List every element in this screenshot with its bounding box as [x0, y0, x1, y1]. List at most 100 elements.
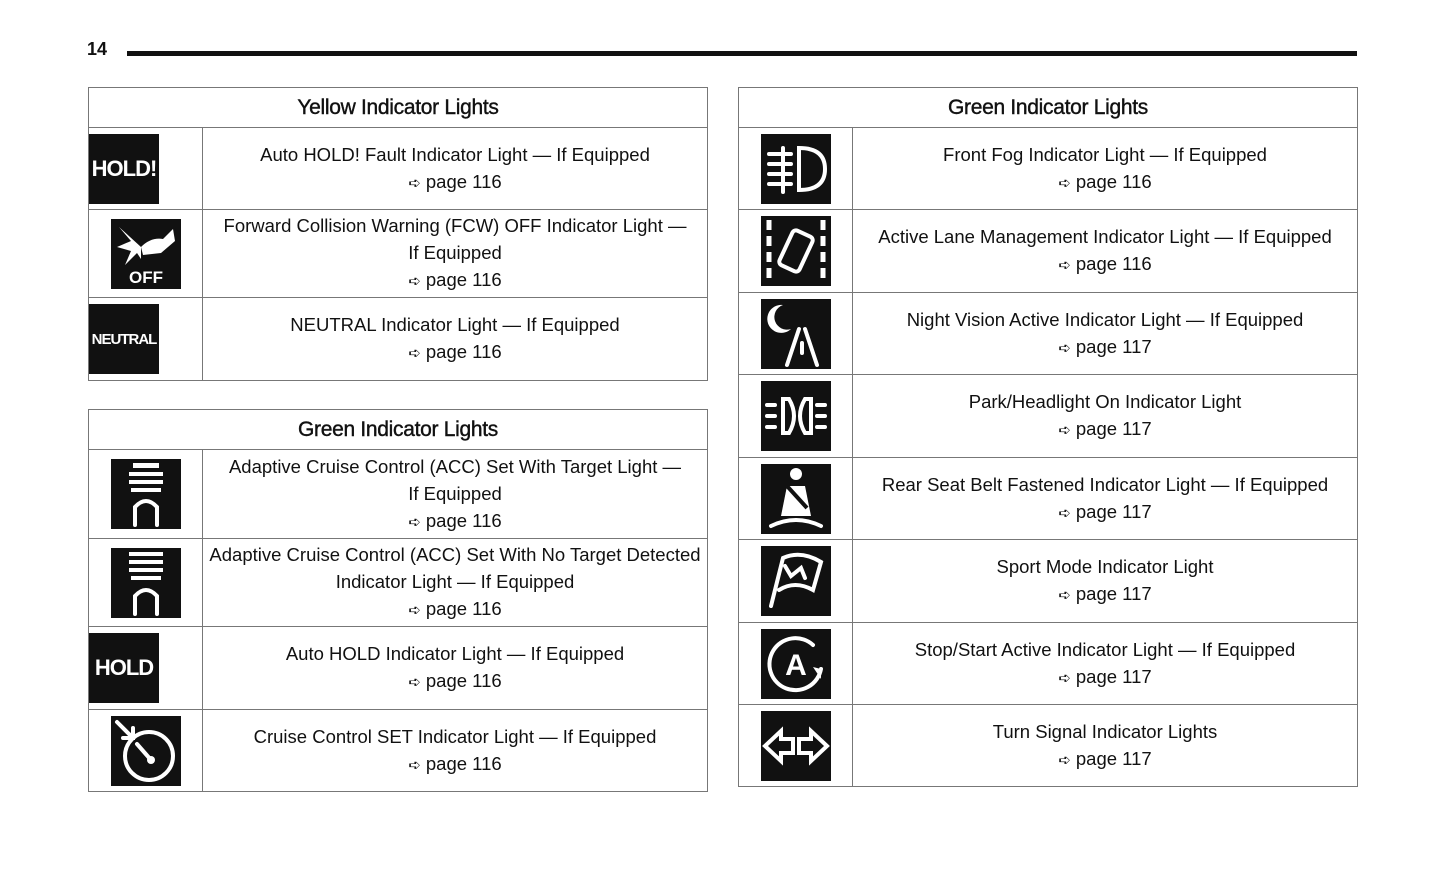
table-row: HOLD Auto HOLD Indicator Light — If Equip… — [88, 626, 708, 710]
table-row: Night Vision Active Indicator Light — If… — [738, 292, 1358, 375]
table-row: NEUTRAL NEUTRAL Indicator Light — If Equi… — [88, 297, 708, 381]
header-rule — [127, 51, 1357, 56]
description-line: Night Vision Active Indicator Light — If… — [906, 308, 1304, 330]
description-line: Adaptive Cruise Control (ACC) Set With N… — [209, 544, 701, 565]
page-reference-link[interactable]: ➪ page 116 — [209, 750, 701, 779]
page-reference-link[interactable]: ➪ page 116 — [209, 507, 701, 536]
description-line: Turn Signal Indicator Lights — [992, 720, 1218, 742]
page-reference-link[interactable]: ➪ page 117 — [859, 663, 1351, 692]
cruise-set-icon — [110, 715, 181, 786]
description-line: NEUTRAL Indicator Light — If Equipped — [290, 314, 620, 335]
page-reference-link[interactable]: ➪ page 116 — [209, 338, 701, 367]
page-reference-label: page 117 — [1075, 335, 1152, 357]
neutral-icon: NEUTRAL — [89, 304, 159, 374]
description-line: Cruise Control SET Indicator Light — If … — [253, 725, 657, 747]
table-row: Adaptive Cruise Control (ACC) Set With T… — [88, 449, 708, 539]
page-reference-label: page 116 — [1075, 170, 1152, 192]
acc-no-target-icon — [110, 547, 181, 618]
page-reference-link[interactable]: ➪ page 116 — [209, 168, 701, 197]
table-row: Adaptive Cruise Control (ACC) Set With N… — [88, 538, 708, 627]
arrow-right-icon: ➪ — [408, 174, 421, 192]
green-indicator-table-right: Green Indicator Lights Front Fog Indicato… — [738, 87, 1358, 787]
fcw-off-icon: OFF — [110, 218, 181, 289]
page-reference-label: page 116 — [425, 752, 502, 774]
table-row: HOLD! Auto HOLD! Fault Indicator Light — … — [88, 127, 708, 210]
yellow-indicator-table: Yellow Indicator Lights HOLD! Auto HOLD! F… — [88, 87, 708, 381]
table-row: A Stop/Start Active Indicator Light — If … — [738, 622, 1358, 705]
description-line: Adaptive Cruise Control (ACC) Set With T… — [228, 455, 682, 477]
arrow-right-icon: ➪ — [408, 513, 421, 531]
page-reference-label: page 116 — [425, 598, 502, 619]
page-reference-label: page 116 — [425, 170, 502, 192]
page-reference-label: page 116 — [425, 341, 502, 362]
park-headlight-icon — [760, 381, 831, 451]
arrow-right-icon: ➪ — [1058, 669, 1071, 687]
table-row: OFF Forward Collision Warning (FCW) OFF I… — [88, 209, 708, 298]
page-reference-label: page 117 — [1075, 418, 1152, 439]
turn-signal-icon — [760, 710, 831, 781]
arrow-right-icon: ➪ — [408, 345, 421, 362]
table-title: Yellow Indicator Lights — [88, 87, 708, 128]
page-reference-link[interactable]: ➪ page 116 — [859, 168, 1351, 197]
arrow-right-icon: ➪ — [408, 602, 421, 619]
arrow-right-icon: ➪ — [1058, 587, 1071, 604]
page-reference-label: page 117 — [1075, 747, 1152, 769]
description-line: Front Fog Indicator Light — If Equipped — [943, 143, 1267, 165]
arrow-right-icon: ➪ — [1058, 174, 1071, 192]
table-row: Park/Headlight On Indicator Light ➪ page 1… — [738, 374, 1358, 458]
description-line: If Equipped — [408, 242, 502, 263]
page-reference-link[interactable]: ➪ page 117 — [859, 333, 1351, 362]
auto-hold-icon: HOLD — [89, 633, 159, 703]
table-title: Green Indicator Lights — [88, 409, 708, 450]
page-reference-label: page 116 — [425, 509, 502, 531]
page-reference-label: page 117 — [1075, 583, 1152, 604]
arrow-right-icon: ➪ — [408, 273, 421, 290]
front-fog-icon — [760, 133, 831, 204]
table-row: Rear Seat Belt Fastened Indicator Light … — [738, 457, 1358, 540]
acc-target-icon — [110, 459, 181, 529]
table-row: Cruise Control SET Indicator Light — If … — [88, 709, 708, 792]
page-reference-label: page 116 — [425, 269, 502, 290]
arrow-right-icon: ➪ — [1058, 751, 1071, 769]
page-reference-label: page 116 — [1075, 253, 1152, 274]
description-line: Stop/Start Active Indicator Light — If E… — [914, 638, 1296, 660]
description-line: Auto HOLD! Fault Indicator Light — If Eq… — [260, 143, 650, 165]
page-reference-label: page 116 — [425, 670, 502, 691]
description-line: Sport Mode Indicator Light — [996, 556, 1214, 577]
description-line: Park/Headlight On Indicator Light — [968, 391, 1242, 412]
page-reference-link[interactable]: ➪ page 117 — [859, 745, 1351, 774]
page-reference-link[interactable]: ➪ page 116 — [859, 250, 1351, 279]
arrow-right-icon: ➪ — [408, 756, 421, 774]
table-row: Sport Mode Indicator Light ➪ page 117 — [738, 539, 1358, 623]
description-line: Auto HOLD Indicator Light — If Equipped — [285, 643, 625, 664]
page-reference-link[interactable]: ➪ page 117 — [859, 415, 1351, 444]
description-line: Rear Seat Belt Fastened Indicator Light … — [881, 473, 1329, 495]
lane-management-icon — [760, 216, 831, 286]
table-row: Active Lane Management Indicator Light —… — [738, 209, 1358, 293]
table-row: Front Fog Indicator Light — If Equipped ➪… — [738, 127, 1358, 210]
page-reference-link[interactable]: ➪ page 116 — [209, 595, 701, 624]
page-number: 14 — [87, 39, 108, 59]
page-reference-label: page 117 — [1075, 665, 1152, 687]
arrow-right-icon: ➪ — [1058, 504, 1071, 522]
page-reference-link[interactable]: ➪ page 117 — [859, 580, 1351, 609]
table-row: Turn Signal Indicator Lights ➪ page 117 — [738, 704, 1358, 787]
page-reference-label: page 117 — [1075, 500, 1152, 522]
page-reference-link[interactable]: ➪ page 116 — [209, 266, 701, 295]
night-vision-icon — [760, 298, 831, 369]
hold-fault-icon: HOLD! — [89, 133, 159, 204]
seat-belt-icon — [760, 463, 831, 534]
arrow-right-icon: ➪ — [1058, 257, 1071, 274]
description-line: Active Lane Management Indicator Light —… — [878, 226, 1332, 247]
description-line: Forward Collision Warning (FCW) OFF Indi… — [223, 215, 687, 236]
page-reference-link[interactable]: ➪ page 117 — [859, 498, 1351, 527]
table-title: Green Indicator Lights — [738, 87, 1358, 128]
svg-text:OFF: OFF — [129, 268, 163, 287]
arrow-right-icon: ➪ — [408, 674, 421, 691]
stop-start-icon: A — [760, 628, 831, 699]
arrow-right-icon: ➪ — [1058, 339, 1071, 357]
svg-text:A: A — [785, 649, 807, 682]
page-reference-link[interactable]: ➪ page 116 — [209, 667, 701, 696]
green-indicator-table-left: Green Indicator Lights Adaptive Cruise Co… — [88, 409, 708, 792]
description-line: If Equipped — [408, 482, 502, 504]
